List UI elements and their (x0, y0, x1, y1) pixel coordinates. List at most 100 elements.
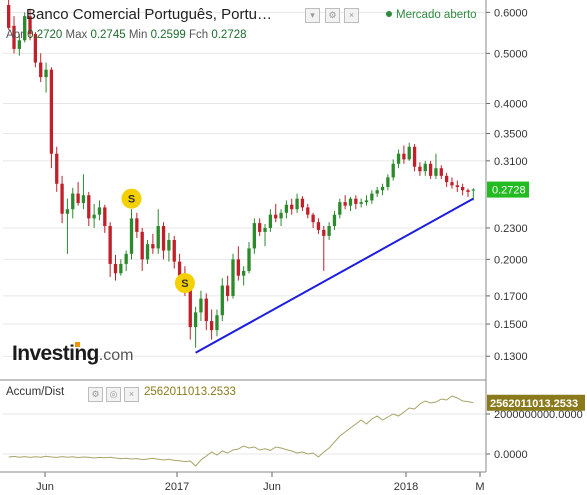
price-tick-label: 0.4000 (494, 99, 528, 111)
candle-body (156, 226, 160, 249)
price-tick-label: 0.3100 (494, 156, 528, 168)
candle-body (145, 244, 150, 260)
candle-body (252, 223, 257, 249)
candle-body (338, 202, 342, 215)
candle-body (354, 198, 358, 204)
chart-frame (0, 0, 487, 473)
split-markers: SS (121, 188, 195, 294)
last-price-label: 0.2728 (492, 185, 526, 197)
candle-body (28, 16, 32, 34)
split-marker-icon (174, 273, 195, 294)
candle-body (49, 69, 54, 154)
candle-body (135, 218, 139, 232)
ad-line (8, 395, 474, 467)
candle-body (428, 163, 433, 176)
indicator-close-button[interactable]: × (124, 387, 139, 402)
candle-body (188, 288, 192, 328)
candle-body (300, 198, 305, 208)
candle-body (332, 214, 337, 227)
low-label: Min (128, 29, 148, 41)
value-tags: 0.2728 2562011013.2533 (487, 181, 585, 411)
candle-body (60, 183, 64, 214)
candle-body (236, 259, 240, 276)
candle-body (455, 185, 459, 187)
candle-body (199, 298, 203, 313)
candle-body (466, 190, 470, 192)
candle-body (279, 212, 283, 219)
candle-body (151, 244, 155, 249)
candle-body (23, 16, 27, 41)
candle-body (316, 222, 321, 230)
candle-body (242, 270, 246, 276)
candle-body (215, 315, 219, 331)
candle-body (343, 202, 347, 206)
ad-value-tag (487, 394, 585, 411)
candle-body (103, 207, 107, 227)
x-tick-label: 2018 (394, 481, 418, 493)
candle-body (258, 223, 262, 232)
candle-body (295, 198, 299, 210)
market-status-text: Mercado aberto (396, 9, 477, 21)
price-tick-label: 0.2000 (494, 254, 528, 266)
candle-body (418, 166, 422, 172)
candle-body (396, 153, 401, 164)
candle-body (231, 259, 235, 296)
candlestick-series (7, 0, 475, 348)
status-dot-icon (386, 11, 392, 17)
candle-body (423, 163, 427, 172)
high-value: 0.2745 (90, 29, 126, 41)
last-price-tag (487, 181, 529, 198)
price-tick-label: 0.5000 (494, 48, 528, 60)
candle-body (247, 248, 251, 271)
candle-body (306, 207, 310, 215)
candle-body (33, 33, 38, 63)
split-marker-label: S (181, 278, 188, 290)
ad-tick-label: 2000000000.0000 (494, 409, 583, 421)
candle-body (359, 202, 363, 204)
market-status: Mercado aberto (386, 9, 477, 21)
price-gridlines (3, 11, 486, 357)
candle-body (177, 261, 182, 276)
candle-body (140, 231, 144, 260)
candle-body (263, 227, 267, 232)
dropdown-button[interactable]: ▾ (305, 8, 320, 23)
candle-body (124, 253, 128, 264)
candle-body (284, 204, 289, 213)
candle-body (81, 195, 86, 203)
candle-body (12, 25, 16, 49)
candle-body (274, 214, 278, 219)
candle-body (439, 168, 443, 176)
candle-body (7, 5, 11, 28)
candle-body (375, 190, 379, 194)
candle-body (172, 239, 176, 262)
instrument-title: Banco Comercial Português, Portu… (26, 6, 272, 23)
high-label: Max (65, 29, 88, 41)
candle-body (327, 226, 331, 236)
candle-body (39, 62, 43, 78)
price-tick-label: 0.1700 (494, 291, 528, 303)
ad-value-label: 2562011013.2533 (490, 398, 578, 410)
settings-button[interactable]: ⚙ (325, 8, 340, 23)
close-value: 0.2728 (211, 29, 247, 41)
price-tick-label: 0.2300 (494, 223, 528, 235)
candle-body (129, 218, 134, 254)
split-marker-icon (121, 188, 142, 209)
candle-body (92, 214, 96, 219)
indicator-value: 2562011013.2533 (144, 386, 236, 398)
indicator-visibility-button[interactable]: ◎ (106, 387, 121, 402)
trendline (195, 197, 474, 354)
indicator-name: Accum/Dist (6, 386, 65, 398)
candle-body (225, 285, 230, 296)
candle-body (87, 195, 91, 219)
indicator-header: Accum/Dist (6, 386, 64, 398)
close-button[interactable]: × (344, 8, 359, 23)
candle-body (348, 198, 353, 206)
candle-body (17, 40, 22, 49)
candle-body (161, 226, 166, 251)
indicator-settings-button[interactable]: ⚙ (88, 387, 103, 402)
candle-body (167, 239, 171, 251)
close-label: Fch (188, 29, 209, 41)
candle-body (450, 182, 454, 186)
candle-body (65, 209, 70, 214)
